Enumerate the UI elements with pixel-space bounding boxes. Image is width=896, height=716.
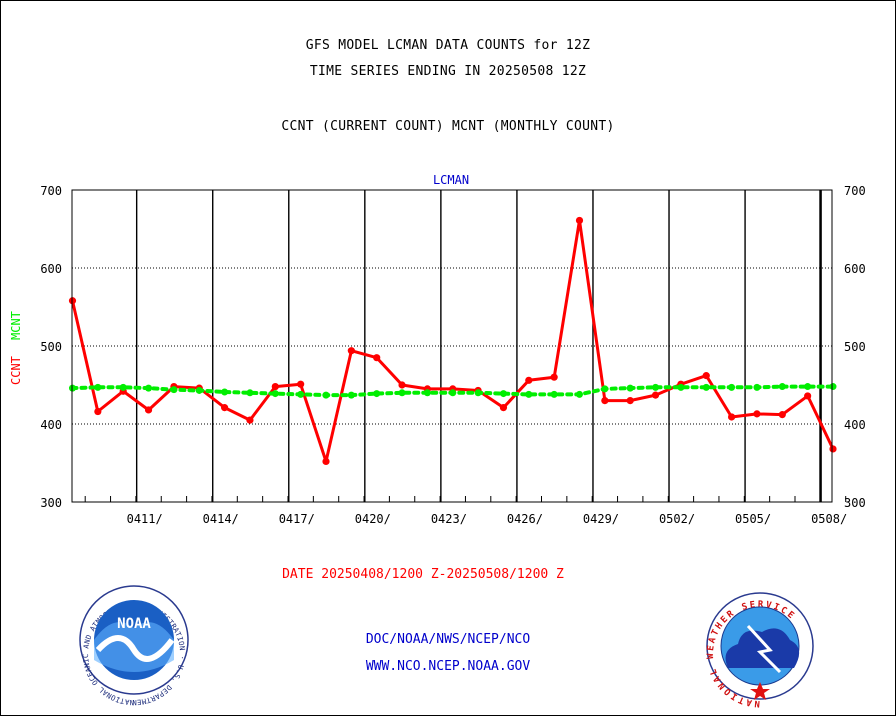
- data-point-ccnt: [575, 216, 584, 225]
- data-point-mcnt: [474, 389, 482, 397]
- y-tick-label-left: 500: [40, 340, 62, 354]
- data-point-mcnt: [398, 389, 406, 397]
- chart-title-line2: TIME SERIES ENDING IN 20250508 12Z: [309, 64, 587, 79]
- footer-org-link[interactable]: DOC/NOAA/NWS/NCEP/NCO: [365, 632, 531, 647]
- y-tick-label-right: 500: [844, 340, 866, 354]
- data-point-ccnt: [753, 410, 761, 418]
- x-tick-label: 0508/: [811, 512, 847, 526]
- data-point-mcnt: [373, 390, 381, 398]
- x-tick-label: 0414/: [203, 512, 239, 526]
- data-point-ccnt: [601, 397, 609, 405]
- x-tick-label: 0505/: [735, 512, 771, 526]
- y-tick-label-left: 600: [40, 262, 62, 276]
- data-point-ccnt: [804, 392, 812, 400]
- data-point-mcnt: [728, 383, 736, 391]
- footer-url-link[interactable]: WWW.NCO.NCEP.NOAA.GOV: [365, 659, 531, 674]
- data-point-mcnt: [145, 384, 153, 392]
- grid-layer: [72, 190, 832, 502]
- data-point-mcnt: [195, 386, 203, 394]
- xlabel-date-range: DATE 20250408/1200 Z-20250508/1200 Z: [282, 567, 564, 582]
- y-tick-label-right: 300: [844, 496, 866, 510]
- data-point-ccnt: [702, 372, 710, 380]
- data-point-ccnt: [94, 407, 102, 416]
- data-point-ccnt: [499, 404, 508, 412]
- data-point-ccnt: [373, 354, 381, 362]
- y-tick-label-right: 400: [844, 418, 866, 432]
- noaa-logo-text: NOAA: [117, 616, 151, 632]
- data-point-ccnt: [550, 373, 558, 381]
- ylabel-mcnt: MCNT: [9, 311, 23, 340]
- data-point-mcnt: [499, 390, 507, 398]
- data-point-ccnt: [651, 391, 660, 399]
- chart-subtitle: CCNT (CURRENT COUNT) MCNT (MONTHLY COUNT…: [281, 119, 615, 134]
- y-tick-label-right: 700: [844, 184, 866, 198]
- noaa-logo: NATIONAL OCEANIC AND ATMOSPHERIC ADMINIS…: [0, 0, 189, 707]
- plot-area-border: [71, 189, 833, 503]
- data-point-mcnt: [170, 386, 178, 394]
- data-point-mcnt: [753, 383, 761, 391]
- data-point-ccnt: [246, 416, 254, 424]
- data-point-ccnt: [221, 404, 229, 412]
- y-tick-label-right: 600: [844, 262, 866, 276]
- x-tick-label: 0423/: [431, 512, 467, 526]
- data-point-ccnt: [728, 413, 736, 421]
- chart-series-title: LCMAN: [433, 173, 469, 187]
- data-point-ccnt: [778, 411, 786, 419]
- data-point-mcnt: [626, 384, 634, 392]
- data-point-ccnt: [525, 376, 533, 384]
- x-tick-label: 0429/: [583, 512, 619, 526]
- x-tick-label: 0420/: [355, 512, 391, 526]
- x-tick-label: 0502/: [659, 512, 695, 526]
- tick-layer: 300 300 400 400 500 500 600 600 700 700 0411/0414/…: [40, 184, 865, 526]
- data-point-ccnt: [297, 380, 305, 388]
- y-tick-label-left: 700: [40, 184, 62, 198]
- data-point-mcnt: [829, 383, 837, 391]
- nws-star-icon: [750, 682, 770, 700]
- data-point-mcnt: [778, 383, 786, 391]
- data-point-mcnt: [804, 383, 812, 391]
- data-point-mcnt: [601, 385, 609, 393]
- y-tick-label-left: 300: [40, 496, 62, 510]
- data-point-mcnt: [652, 383, 660, 391]
- data-point-mcnt: [322, 391, 330, 399]
- data-point-mcnt: [94, 383, 102, 391]
- chart-title-line1: GFS MODEL LCMAN DATA COUNTS for 12Z: [305, 38, 591, 53]
- y-tick-label-left: 400: [40, 418, 62, 432]
- data-point-mcnt: [271, 390, 279, 398]
- ylabel-ccnt: CCNT: [9, 356, 23, 385]
- data-point-mcnt: [576, 390, 583, 398]
- data-point-ccnt: [626, 397, 634, 405]
- series-layer: [68, 216, 837, 466]
- national-weather-service-logo: NATIONAL WEATHER SERVICE: [706, 592, 814, 708]
- data-point-ccnt: [829, 445, 837, 453]
- x-tick-label: 0417/: [279, 512, 315, 526]
- data-point-ccnt: [398, 381, 406, 389]
- data-point-mcnt: [702, 383, 710, 391]
- data-point-mcnt: [423, 389, 431, 397]
- data-point-ccnt: [347, 347, 355, 355]
- data-point-ccnt: [271, 382, 279, 391]
- data-point-ccnt: [144, 406, 153, 414]
- data-point-mcnt: [347, 391, 355, 399]
- data-point-mcnt: [119, 383, 127, 391]
- data-point-mcnt: [449, 389, 457, 397]
- data-point-ccnt: [322, 457, 330, 466]
- x-tick-label: 0426/: [507, 512, 543, 526]
- data-point-mcnt: [246, 389, 254, 397]
- data-point-mcnt: [221, 388, 229, 396]
- data-point-mcnt: [677, 383, 685, 391]
- data-point-mcnt: [297, 390, 305, 398]
- x-tick-label: 0411/: [127, 512, 163, 526]
- series-line-ccnt: [71, 218, 835, 463]
- data-point-mcnt: [525, 390, 533, 398]
- data-point-mcnt: [550, 390, 558, 398]
